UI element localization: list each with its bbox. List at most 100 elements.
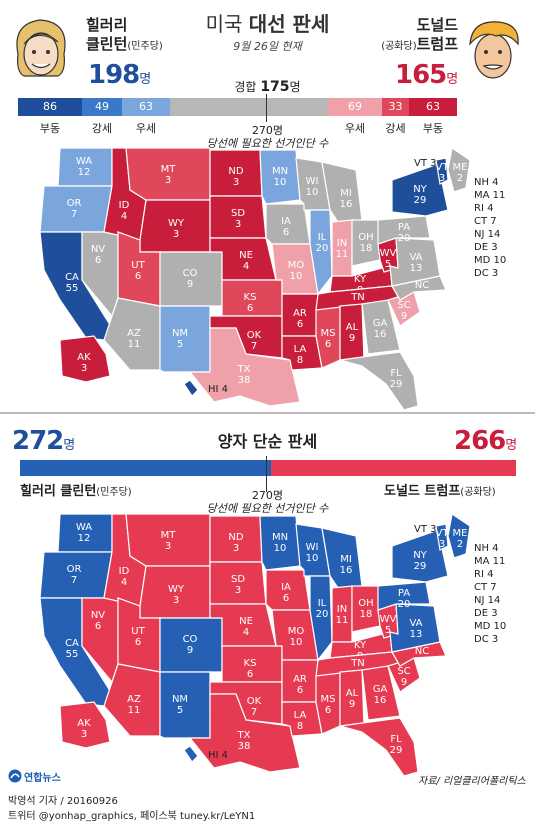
bar-segment: 86: [18, 98, 82, 116]
state-abbr: FL: [390, 734, 402, 745]
state-ev: 3: [81, 363, 87, 374]
tossup-total: 경합 175명: [234, 79, 301, 95]
state-ev: 10: [306, 187, 319, 198]
state-abbr: SC: [397, 666, 410, 677]
ne-state-label: CT 7: [474, 582, 497, 593]
state-nm: [159, 305, 211, 373]
state-ev: 29: [390, 379, 403, 390]
state-pa: [377, 215, 431, 245]
state-ev: 16: [374, 695, 387, 706]
state-abbr: ME: [453, 528, 468, 539]
ne-state-label: CT 7: [474, 216, 497, 227]
state-abbr: OH: [358, 598, 373, 609]
state-ev: 6: [325, 705, 331, 716]
state-abbr: CA: [65, 272, 79, 283]
state-abbr: OR: [67, 564, 82, 575]
state-ev: 55: [66, 283, 79, 294]
state-abbr: NE: [239, 616, 253, 627]
bar-segment-label: 부동: [422, 122, 444, 135]
state-abbr: IA: [281, 582, 291, 593]
section2-title: 양자 단순 판세: [217, 432, 318, 451]
state-ev: 3: [165, 175, 171, 186]
head-to-head-map: WA12OR7CA55NV6ID4MT3WY3UT6AZ11CO9NM5ND3S…: [39, 512, 471, 776]
state-hi: [183, 745, 199, 763]
state-ev: 3: [233, 177, 239, 188]
state-ev: 13: [410, 629, 423, 640]
state-abbr: AR: [293, 308, 307, 319]
ne-state-label: MD 10: [474, 255, 507, 266]
state-ev: 4: [243, 261, 249, 272]
state-abbr: PA: [398, 588, 410, 599]
state-abbr: MN: [272, 166, 288, 177]
state-ev: 6: [297, 319, 303, 330]
state-ev: 38: [238, 375, 251, 386]
state-il: [309, 575, 333, 662]
state-ev: 3: [165, 541, 171, 552]
section-divider: [0, 412, 535, 414]
state-ev: 7: [251, 341, 257, 352]
state-abbr: TN: [350, 292, 365, 303]
state-abbr: NY: [413, 184, 427, 195]
state-abbr: AK: [77, 352, 91, 363]
state-abbr: AK: [77, 718, 91, 729]
state-abbr: IL: [318, 232, 327, 243]
state-ev: 2: [457, 173, 463, 184]
state-abbr: WI: [306, 176, 319, 187]
state-abbr: SC: [397, 300, 410, 311]
state-ak: [59, 701, 111, 749]
state-abbr: VA: [409, 618, 422, 629]
state-ev: 3: [173, 229, 179, 240]
state-ev: 55: [66, 649, 79, 660]
state-ev: 3: [233, 543, 239, 554]
state-ev: 6: [247, 669, 253, 680]
section2-threshold-text: 당선에 필요한 선거인단 수: [206, 502, 329, 515]
section2-clinton-total: 272명: [12, 426, 76, 456]
state-ev: 6: [283, 227, 289, 238]
state-abbr: AL: [346, 688, 359, 699]
state-abbr: ID: [119, 566, 130, 577]
state-il: [309, 209, 333, 296]
state-abbr: AL: [346, 322, 359, 333]
author-credit: 박영석 기자 / 20160926: [8, 796, 118, 807]
state-ev: 10: [274, 543, 287, 554]
state-abbr: AZ: [127, 328, 141, 339]
ne-state-label: MD 10: [474, 621, 507, 632]
state-ev: 16: [340, 565, 353, 576]
state-abbr: MS: [321, 694, 336, 705]
trump-portrait: [469, 21, 519, 79]
state-ev: 12: [78, 533, 91, 544]
section2-clinton-name: 힐러리 클린턴(민주당): [20, 484, 132, 499]
state-fl: [339, 351, 419, 410]
state-abbr: SD: [231, 208, 245, 219]
state-ev: 3: [173, 595, 179, 606]
state-mn: [259, 515, 301, 571]
state-abbr: NC: [415, 646, 429, 657]
state-ev: 8: [297, 721, 303, 732]
state-ev: 13: [410, 263, 423, 274]
bar-segment: 69: [328, 98, 382, 116]
state-ev: 9: [401, 677, 407, 688]
state-ev: 9: [187, 279, 193, 290]
state-abbr: AR: [293, 674, 307, 685]
state-abbr: VT: [436, 528, 450, 539]
state-ev: 16: [374, 329, 387, 340]
state-label-hi: HI 4: [208, 384, 228, 395]
state-abbr: GA: [373, 318, 388, 329]
ne-state-label: DC 3: [474, 634, 499, 645]
state-abbr: OK: [247, 696, 262, 707]
state-abbr: CO: [183, 268, 198, 279]
state-ev: 20: [398, 599, 411, 610]
state-ev: 11: [128, 705, 141, 716]
threshold-value: 270명: [251, 124, 284, 137]
state-abbr: NV: [91, 610, 105, 621]
bar-segment: 33: [382, 98, 409, 116]
social-credit: 트위터 @yonhap_graphics, 페이스북 tuney.kr/LeYN…: [8, 811, 256, 822]
state-ev: 9: [187, 645, 193, 656]
state-abbr: MI: [340, 554, 352, 565]
state-abbr: TX: [237, 364, 251, 375]
state-ev: 6: [283, 593, 289, 604]
state-ev: 8: [297, 355, 303, 366]
state-ev: 20: [316, 243, 329, 254]
bar-segment-label: 우세: [344, 122, 366, 135]
state-abbr: WV: [380, 614, 397, 625]
